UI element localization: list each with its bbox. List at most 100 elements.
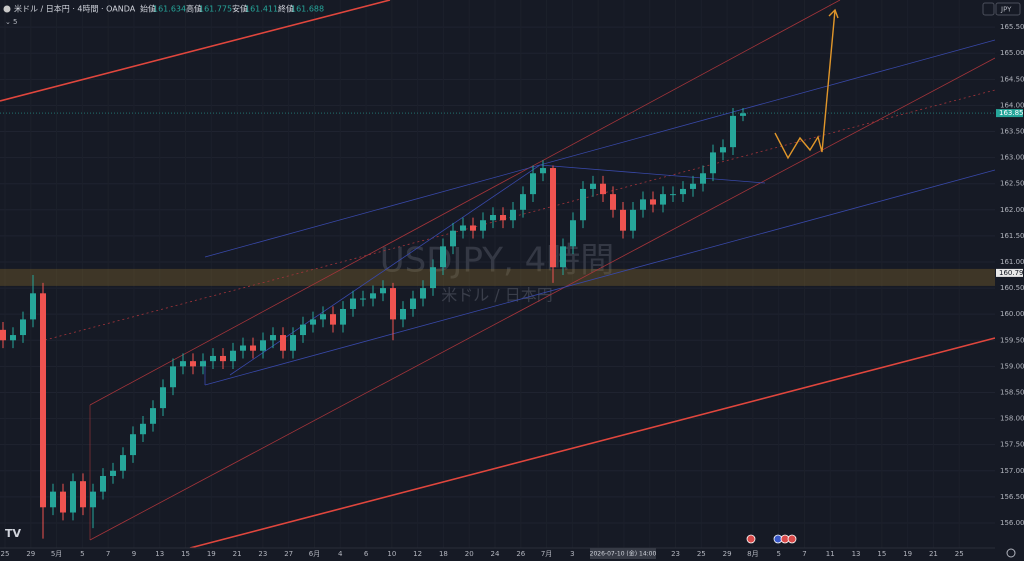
candle-body	[470, 225, 476, 231]
candle-body	[510, 209, 516, 221]
y-tick-label: 165.000	[1000, 49, 1024, 57]
candle-body	[420, 288, 426, 299]
candle-body	[290, 335, 296, 351]
candle-body	[560, 246, 566, 268]
candle-body	[40, 293, 46, 508]
candle-body	[30, 293, 36, 320]
ohlc-name: 安値	[232, 4, 248, 14]
y-tick-label: 164.500	[1000, 75, 1024, 83]
candle-body	[140, 423, 146, 435]
drawings	[0, 0, 996, 549]
y-tick-label: 160.000	[1000, 310, 1024, 318]
ohlc-name: 終値	[278, 4, 294, 14]
candle-body	[700, 173, 706, 184]
x-tick-label: 3	[570, 550, 574, 558]
crosshair-time: 2026-07-10 (金) 14:00	[590, 550, 657, 558]
x-tick-label: 29	[723, 550, 732, 558]
x-tick-label: 21	[929, 550, 938, 558]
candle-body	[450, 230, 456, 247]
candle-body	[90, 491, 96, 508]
price-axis	[995, 0, 1024, 561]
candle-body	[220, 355, 226, 362]
x-tick-label: 8月	[747, 550, 758, 558]
candle-body	[210, 355, 216, 362]
last-price-tag	[996, 109, 1023, 118]
event-icons	[746, 534, 797, 544]
candle-body	[620, 209, 626, 231]
x-tick-label: 27	[284, 550, 293, 558]
y-axis: 156.000 156.500 157.000 157.500 158.000 158.5…	[1000, 23, 1024, 527]
ohlc-name: 高値	[186, 4, 202, 14]
candle-body	[580, 188, 586, 221]
candle-body	[500, 215, 506, 221]
grid	[0, 26, 995, 524]
y-tick-label: 157.000	[1000, 467, 1024, 475]
candle-body	[720, 147, 726, 153]
ohlc-value: 161.688	[291, 5, 324, 14]
y-tick-label: 161.000	[1000, 258, 1024, 266]
y-tick-label: 159.000	[1000, 362, 1024, 370]
x-tick-label: 13	[155, 550, 164, 558]
x-axis: 25 29 5月 5 7 9 13 15 19 21 23 27 6月 4 6 10 12 18 20 24 26 7月 3…	[1, 550, 964, 558]
y-tick-label: 157.500	[1000, 441, 1024, 449]
x-tick-label: 7	[106, 550, 110, 558]
candle-body	[520, 194, 526, 210]
x-tick-label: 15	[877, 550, 886, 558]
candle-body	[160, 387, 166, 409]
channel-lower	[89, 57, 996, 541]
settings-icon[interactable]	[1006, 548, 1016, 558]
x-tick-label: 11	[826, 550, 835, 558]
currency-button[interactable]	[995, 2, 1021, 16]
candle-body	[740, 113, 746, 116]
candle-body	[60, 491, 66, 513]
collapse-icon[interactable]: ⌄	[5, 18, 11, 26]
x-tick-label: 25	[1, 550, 10, 558]
candle-body	[100, 475, 106, 492]
candle-body	[380, 288, 386, 294]
ohlc-value: 161.634	[153, 5, 186, 14]
watermark-subtitle: 米ドル / 日本円	[441, 286, 553, 305]
crosshair-label-box	[590, 548, 656, 559]
event-icon[interactable]	[787, 534, 797, 544]
zone-price-tag	[996, 268, 1023, 277]
x-tick-label: 12	[413, 550, 422, 558]
x-tick-label: 29	[26, 550, 35, 558]
candle-body	[310, 319, 316, 325]
ohlc-name: 始値	[140, 4, 156, 14]
y-tick-label: 161.500	[1000, 232, 1024, 240]
ohlc-value: 161.775	[199, 5, 232, 14]
x-tick-label: 15	[181, 550, 190, 558]
channel-outer-lower	[189, 337, 996, 549]
candle-body	[590, 183, 596, 189]
candle-body	[690, 183, 696, 189]
symbol-icon	[3, 5, 11, 13]
candle-body	[170, 366, 176, 388]
y-tick-label: 163.000	[1000, 154, 1024, 162]
candle-body	[110, 470, 116, 476]
event-icon[interactable]	[746, 534, 756, 544]
x-tick-label: 18	[439, 550, 448, 558]
x-tick-label: 6	[364, 550, 369, 558]
x-tick-label: 13	[852, 550, 861, 558]
candle-body	[180, 361, 186, 367]
candle-body	[440, 246, 446, 268]
y-tick-label: 165.500	[1000, 23, 1024, 31]
lock-button[interactable]	[982, 2, 995, 16]
candles	[0, 108, 746, 539]
ohlc-value: 161.411	[245, 5, 278, 14]
candle-body	[70, 481, 76, 513]
logo: TV	[5, 527, 22, 540]
candle-body	[400, 308, 406, 320]
projection-arrow	[828, 8, 839, 19]
x-tick-label: 25	[955, 550, 964, 558]
price-zone	[0, 268, 995, 286]
candle-body	[270, 335, 276, 341]
candle-body	[300, 324, 306, 336]
y-tick-label: 164.000	[1000, 101, 1024, 109]
candle-body	[340, 308, 346, 325]
x-tick-label: 24	[491, 550, 500, 558]
x-tick-label: 4	[338, 550, 343, 558]
candle-body	[200, 361, 206, 367]
